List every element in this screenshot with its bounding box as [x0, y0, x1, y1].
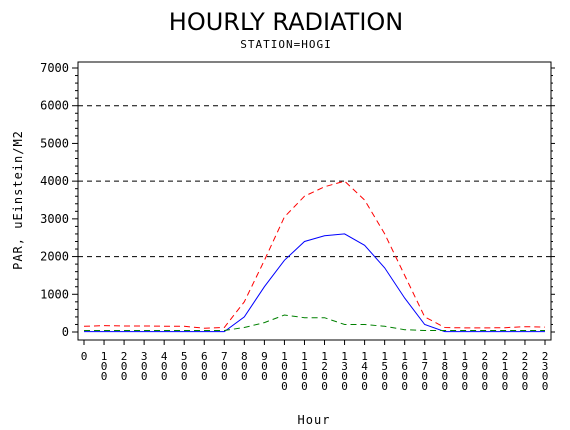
series-line-2 — [84, 233, 545, 333]
y-tick-label: 0 — [62, 325, 69, 339]
y-tick-label: 2000 — [40, 250, 69, 264]
grid-lines — [78, 105, 551, 258]
y-axis: 0 1000 2000 3000 4000 5000 6000 7000 — [40, 61, 555, 339]
x-axis-label: Hour — [298, 413, 331, 427]
chart-subtitle: STATION=HOGI — [240, 38, 331, 51]
y-tick-label: 6000 — [40, 99, 69, 113]
series-group — [83, 180, 546, 333]
y-tick-label: 4000 — [40, 174, 69, 188]
plot-frame — [77, 61, 552, 341]
y-tick-label: 1000 — [40, 287, 69, 301]
chart-title: HOURLY RADIATION — [169, 8, 403, 36]
series-line-3 — [84, 314, 545, 331]
x-axis: 0 1 0 0 2 0 0 3 0 0 4 0 0 5 0 0 6 0 0 7 0 0 8 0 0 9 0 0 1 0 0 0 1 1 0 0 1 2 0 0… — [81, 340, 549, 393]
x-tick-label: 0 — [81, 350, 88, 363]
y-tick-label: 5000 — [40, 136, 69, 150]
y-axis-label: PAR, uEinstein/M2 — [11, 130, 25, 270]
y-tick-label: 7000 — [40, 61, 69, 75]
series-line-1 — [83, 180, 546, 329]
y-tick-label: 3000 — [40, 212, 69, 226]
